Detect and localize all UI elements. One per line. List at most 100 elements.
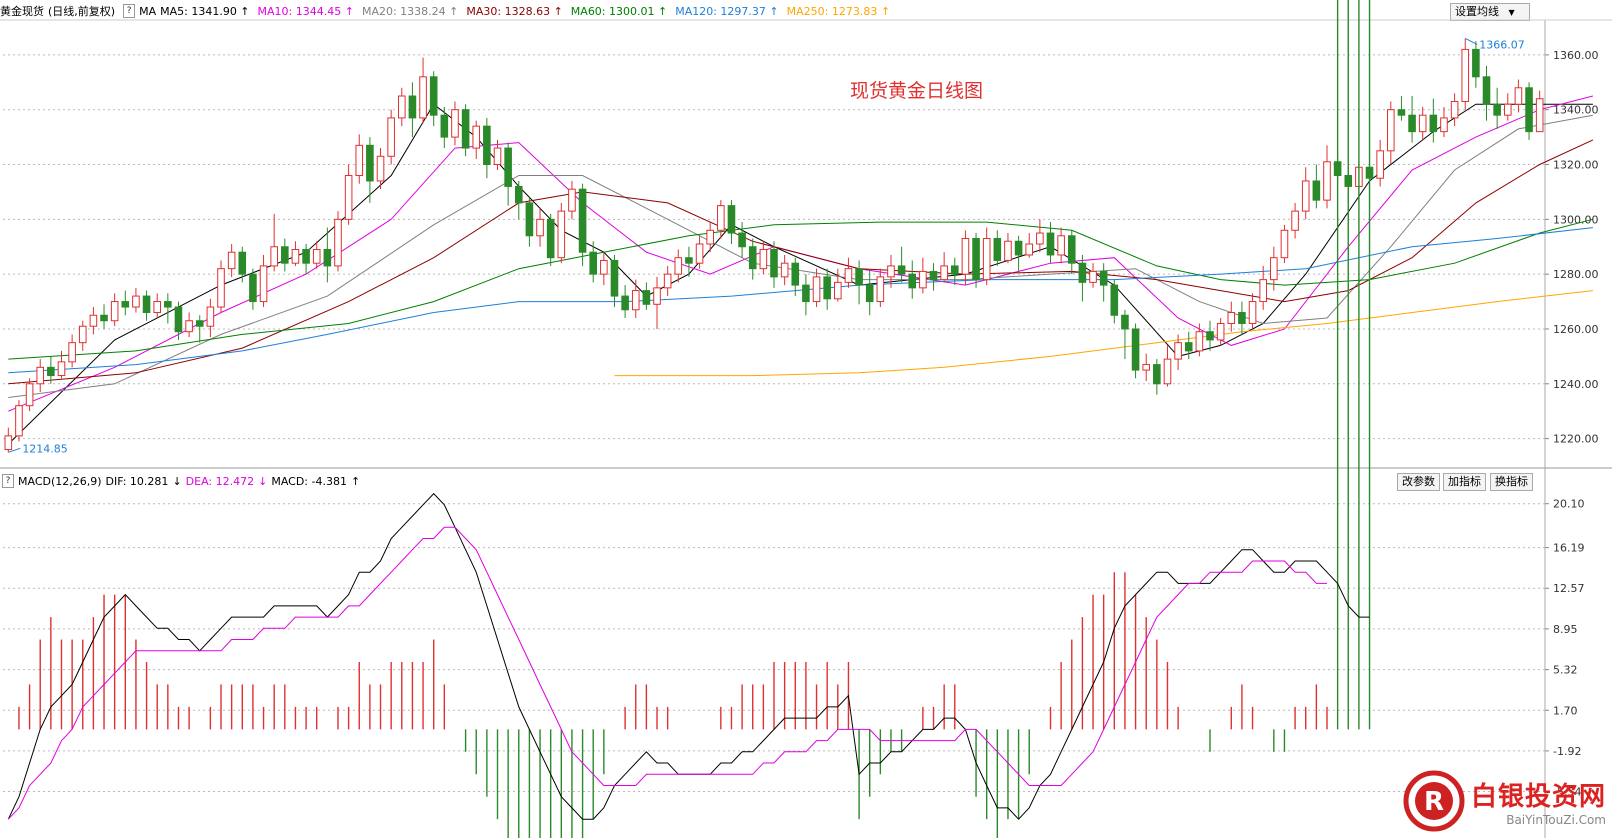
candle-body: [1387, 109, 1395, 152]
period-label: (日线,前复权): [48, 5, 116, 18]
candle-body: [1174, 342, 1182, 360]
macd-help-icon[interactable]: ?: [2, 474, 14, 488]
high-marker: [1465, 37, 1478, 45]
candle-body: [185, 320, 193, 333]
candle-body: [1195, 331, 1204, 352]
candle-body: [1121, 314, 1129, 330]
y-tick-label: 1360.00: [1553, 49, 1599, 62]
ma-legend-item: MA5: 1341.90 ↑: [160, 4, 250, 18]
switch-indicator-button[interactable]: 换指标: [1490, 473, 1533, 491]
candle-body: [600, 259, 608, 275]
watermark-en: BaiYinTouZi.Com: [1506, 812, 1606, 827]
candle-body: [1131, 328, 1140, 371]
low-label: 1214.85: [22, 442, 68, 455]
candle-body: [376, 155, 385, 182]
candle-body: [1514, 87, 1523, 105]
candle-body: [621, 295, 629, 311]
candle-body: [366, 144, 374, 182]
dif-line: [7, 492, 1370, 820]
candle-body: [812, 276, 821, 303]
candle-body: [1280, 229, 1289, 259]
candle-body: [323, 248, 332, 267]
candle-body: [865, 284, 874, 303]
svg-text:R: R: [1424, 787, 1444, 817]
candle-body: [1312, 180, 1321, 201]
candle-body: [249, 273, 257, 303]
candle-body: [451, 109, 459, 138]
help-icon[interactable]: ?: [123, 4, 136, 18]
candle-body: [1472, 48, 1480, 78]
candle-body: [25, 383, 34, 407]
candle-body: [663, 273, 672, 289]
candle-body: [919, 270, 927, 289]
y-tick-label: 1320.00: [1553, 159, 1599, 172]
candle-body: [57, 361, 66, 377]
candle-body: [78, 325, 87, 344]
macd-value: MACD: -4.381: [271, 474, 347, 488]
candle-body: [334, 218, 342, 267]
dif-arrow: ↓: [172, 474, 182, 488]
ma-legend-item: MA120: 1297.37 ↑: [675, 4, 779, 18]
candle-body: [121, 301, 130, 308]
settings-ma-button[interactable]: 设置均线 ▼: [1450, 3, 1530, 21]
candle-body: [344, 174, 353, 220]
dea-arrow: ↓: [258, 474, 268, 488]
candle-body: [1535, 98, 1544, 133]
candle-body: [174, 306, 183, 333]
candle-body: [685, 257, 693, 264]
candle-body: [855, 268, 863, 286]
macd-arrow: ↑: [350, 474, 361, 488]
candle-body: [1461, 48, 1470, 102]
symbol-name: 黄金现货: [0, 5, 44, 18]
candle-body: [217, 268, 225, 308]
candle-body: [1429, 114, 1438, 133]
candle-body: [1163, 358, 1172, 385]
candle-body: [1440, 117, 1448, 133]
candle-body: [259, 265, 268, 303]
candle-body: [1067, 235, 1076, 264]
ma-legend: MA5: 1341.90 ↑ MA10: 1344.45 ↑ MA20: 1338.…: [160, 5, 898, 18]
candle-body: [950, 265, 959, 275]
candle-body: [1323, 161, 1331, 201]
main-chart-header: 黄金现货 (日线,前复权) ? MA MA5: 1341.90 ↑ MA10: 1…: [0, 1, 902, 21]
candle-body: [972, 238, 980, 281]
candle-body: [887, 265, 895, 278]
candle-body: [802, 284, 810, 303]
change-params-button[interactable]: 改参数: [1397, 473, 1440, 491]
y-tick-label: -5.54: [1553, 786, 1581, 799]
candle-body: [132, 295, 140, 308]
candle-body: [1493, 103, 1501, 116]
ma-legend-item: MA30: 1328.63 ↑: [466, 4, 563, 18]
candle-body: [47, 366, 55, 377]
macd-header: ? MACD(12,26,9) DIF: 10.281 ↓ DEA: 12.47…: [0, 471, 364, 491]
candle-body: [483, 125, 491, 166]
candle-body: [525, 202, 534, 237]
ma-legend-item: MA250: 1273.83 ↑: [786, 4, 891, 18]
candle-body: [89, 314, 98, 327]
y-tick-label: 1340.00: [1553, 104, 1599, 117]
candle-body: [589, 251, 598, 275]
candle-body: [653, 287, 661, 305]
low-marker: [8, 447, 21, 453]
candle-body: [940, 265, 948, 281]
candle-body: [355, 144, 364, 176]
candle-body: [504, 147, 512, 187]
candle-body: [493, 147, 502, 166]
candle-body: [1004, 240, 1012, 261]
candle-body: [270, 246, 278, 267]
candle-body: [568, 188, 576, 212]
candle-body: [429, 76, 438, 116]
y-tick-label: 16.19: [1553, 542, 1585, 555]
candle-body: [312, 248, 321, 264]
y-tick-label: 12.57: [1553, 582, 1585, 595]
dropdown-arrow-icon: ▼: [1508, 8, 1515, 17]
candle-body: [610, 259, 619, 297]
candle-body: [110, 301, 119, 322]
y-tick-label: -1.92: [1553, 745, 1581, 758]
dea-line: [7, 526, 1327, 820]
candle-body: [1503, 103, 1512, 116]
y-tick-label: 1240.00: [1553, 378, 1599, 391]
add-indicator-button[interactable]: 加指标: [1443, 473, 1486, 491]
candle-body: [1291, 210, 1299, 231]
candle-body: [291, 248, 300, 264]
